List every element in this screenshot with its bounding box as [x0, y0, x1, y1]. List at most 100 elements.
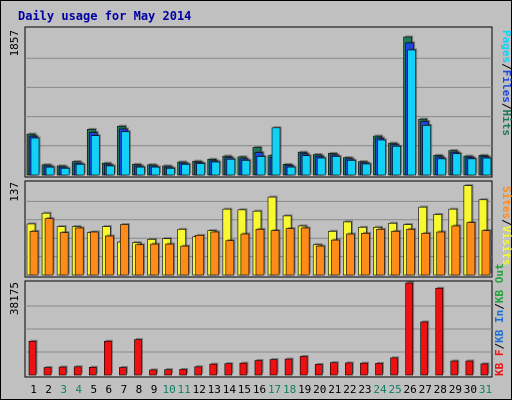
legend-hits: Hits	[500, 110, 512, 137]
day-label: 25	[388, 383, 401, 396]
sites-bar	[195, 235, 205, 276]
bottom-panel-bars	[28, 281, 490, 376]
day-label: 29	[449, 383, 462, 396]
pages-bar	[422, 125, 431, 176]
day-label: 17	[268, 383, 281, 396]
legend-sites: Sites	[500, 186, 512, 219]
day-label: 24	[373, 383, 387, 396]
sites-bar	[270, 230, 280, 276]
day-label: 13	[208, 383, 221, 396]
sites-bar	[210, 231, 220, 276]
sites-bar	[300, 227, 310, 276]
kb-f-bar	[194, 366, 203, 376]
kb-f-bar	[88, 366, 97, 376]
top-panel-bars	[26, 35, 493, 176]
pages-bar	[181, 164, 190, 176]
top-panel-legend: Pages/Files/Hits	[500, 30, 512, 136]
day-label: 22	[343, 383, 356, 396]
kb-f-bar	[104, 340, 112, 376]
day-label: 20	[313, 383, 326, 396]
day-label: 19	[298, 383, 311, 396]
pages-bar	[106, 165, 115, 176]
pages-bar	[331, 156, 341, 176]
legend-kb-out: KB Out	[493, 263, 506, 303]
kb-f-bar	[224, 363, 233, 376]
sites-bar	[361, 233, 370, 276]
pages-bar	[392, 146, 401, 176]
pages-bar	[286, 166, 296, 176]
pages-bar	[377, 139, 386, 176]
sites-bar	[330, 239, 340, 276]
mid-panel-legend: Sites/Visits	[500, 186, 512, 266]
kb-f-bar	[450, 360, 459, 376]
sites-bar	[165, 243, 174, 276]
sites-bar	[120, 224, 129, 276]
sites-bar	[436, 231, 446, 276]
mid-panel-bars	[26, 184, 492, 276]
pages-bar	[437, 158, 447, 176]
sites-bar	[74, 227, 84, 276]
bottom-panel-legend: KB F/KB In/KB Out	[493, 263, 506, 376]
legend-kb-f: KB F	[493, 350, 506, 377]
day-label: 8	[136, 383, 143, 396]
sites-bar	[376, 229, 385, 276]
pages-bar	[30, 137, 40, 176]
pages-bar	[166, 168, 175, 176]
sites-bar	[59, 232, 69, 276]
sites-bar	[150, 243, 159, 276]
sites-bar	[406, 229, 415, 276]
sites-bar	[29, 231, 39, 276]
kb-f-bar	[299, 356, 308, 376]
kb-f-bar	[390, 357, 398, 376]
pages-bar	[60, 168, 70, 176]
legend-separator: /	[493, 303, 506, 310]
mid-panel-max-label: 137	[8, 182, 21, 202]
kb-f-bar	[375, 363, 383, 376]
pages-bar	[241, 160, 251, 176]
kb-f-bar	[239, 362, 248, 376]
pages-bar	[136, 166, 145, 176]
day-label: 31	[479, 383, 492, 396]
bottom-panel-max-label: 38175	[8, 282, 21, 315]
day-label: 30	[464, 383, 477, 396]
day-label: 14	[223, 383, 237, 396]
day-label: 28	[434, 383, 447, 396]
sites-bar	[451, 225, 461, 276]
pages-bar	[256, 156, 266, 176]
kb-f-bar	[284, 358, 293, 376]
legend-separator: /	[493, 343, 506, 350]
sites-bar	[44, 218, 54, 276]
sites-bar	[105, 235, 114, 276]
sites-bar	[180, 245, 189, 276]
svg-text:Pages/Files/Hits: Pages/Files/Hits	[500, 30, 512, 136]
day-label: 12	[193, 383, 206, 396]
sites-bar	[391, 231, 400, 276]
sites-bar	[481, 230, 491, 276]
sites-bar	[285, 228, 295, 276]
kb-f-bar	[119, 367, 127, 376]
day-label: 10	[162, 383, 175, 396]
pages-bar	[121, 131, 130, 176]
day-label: 2	[45, 383, 52, 396]
top-panel-max-label: 1857	[8, 30, 21, 57]
sites-bar	[466, 222, 476, 276]
kb-f-bar	[435, 287, 444, 376]
legend-kb-in: KB In	[493, 310, 506, 343]
sites-bar	[255, 229, 265, 276]
sites-bar	[346, 233, 355, 276]
sites-bar	[225, 240, 235, 276]
kb-f-bar	[465, 360, 474, 376]
legend-separator: /	[500, 103, 512, 110]
day-label: 6	[106, 383, 113, 396]
kb-f-bar	[58, 366, 67, 376]
kb-f-bar	[254, 360, 263, 376]
pages-bar	[226, 158, 236, 176]
kb-f-bar	[329, 362, 338, 376]
pages-bar	[45, 166, 55, 176]
day-label: 21	[328, 383, 341, 396]
kb-f-bar	[209, 363, 218, 376]
legend-pages: Pages	[500, 30, 512, 63]
kb-f-bar	[314, 364, 323, 376]
kb-f-bar	[73, 366, 82, 376]
